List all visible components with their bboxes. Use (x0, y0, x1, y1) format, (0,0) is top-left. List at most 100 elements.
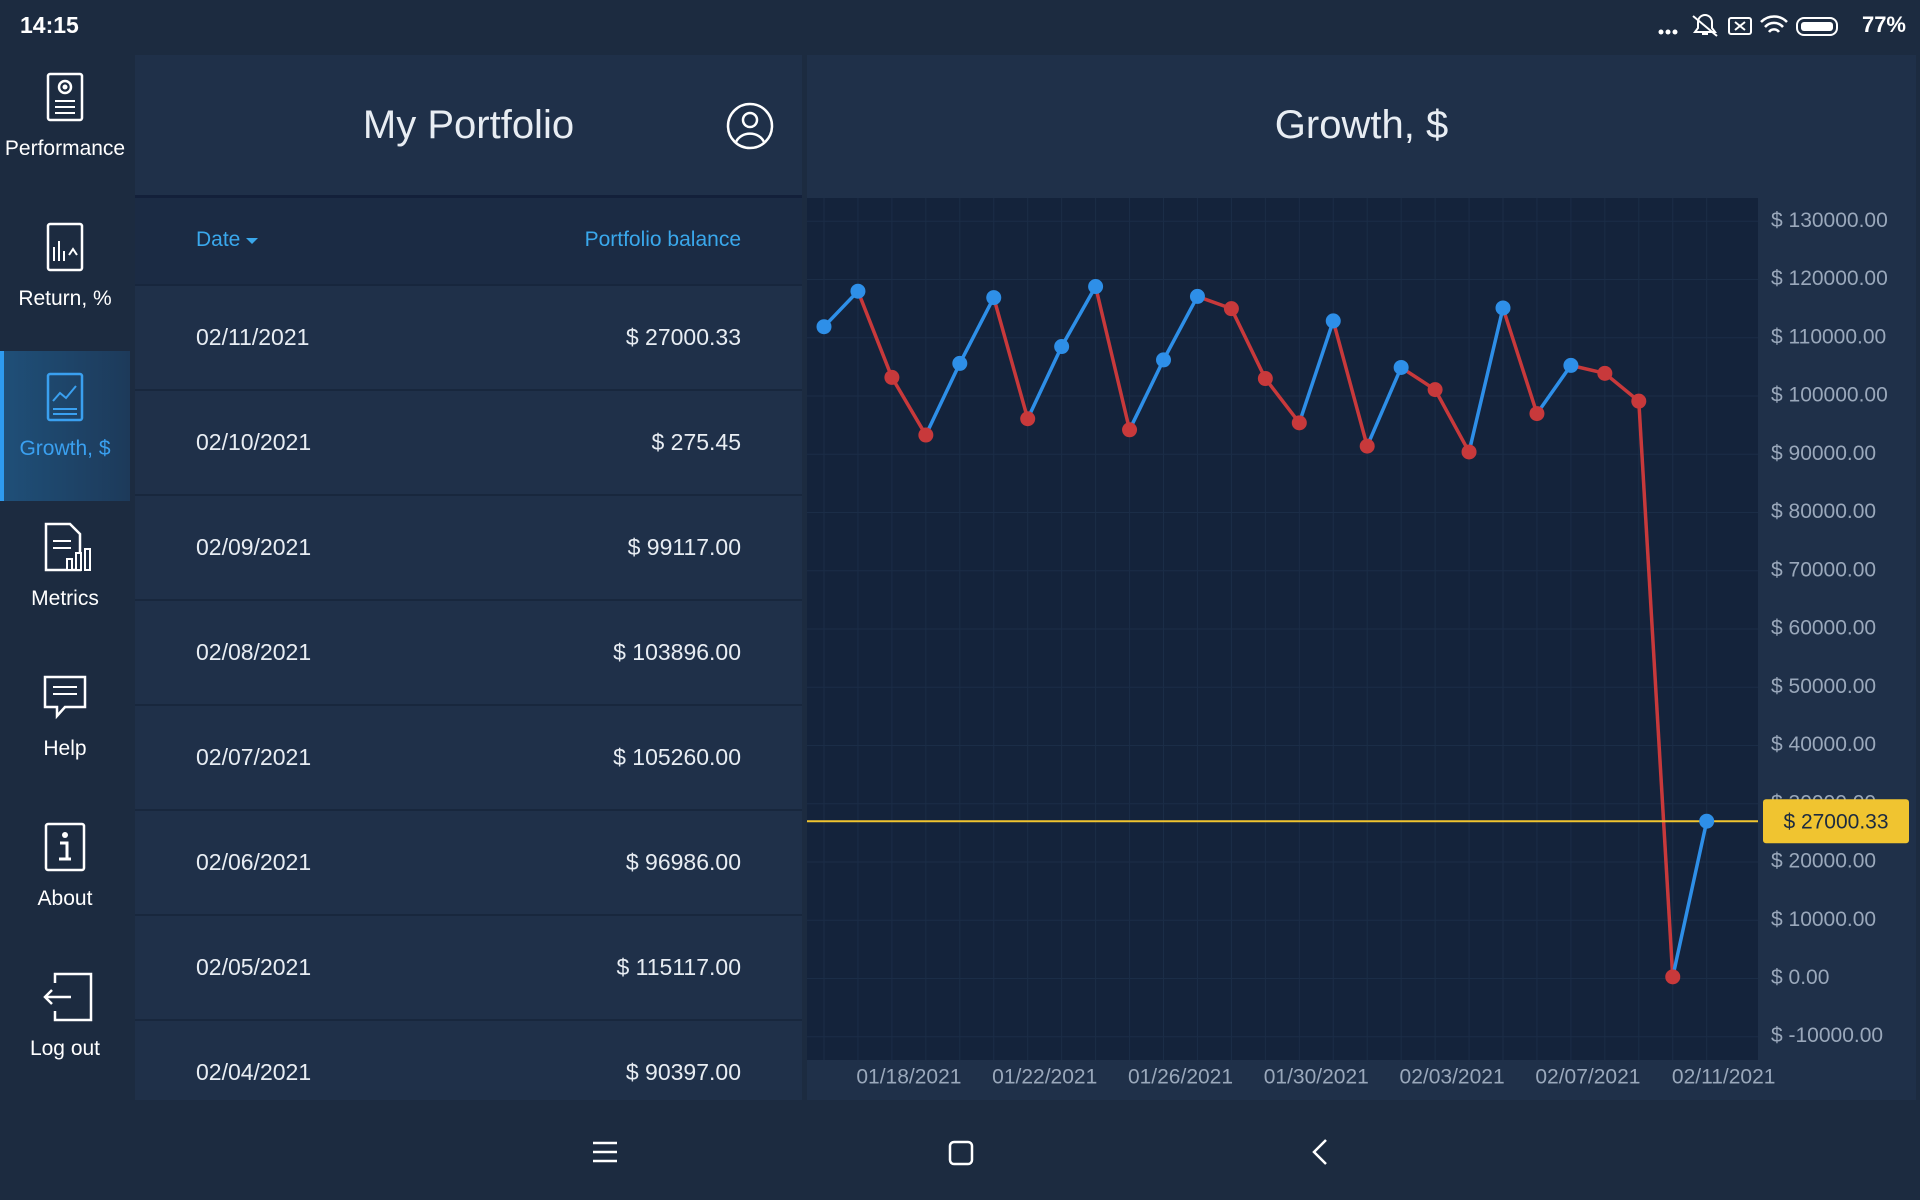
line-segment (1127, 359, 1166, 431)
date-cell: 02/09/2021 (196, 534, 312, 560)
data-point (884, 369, 900, 385)
data-point (918, 427, 934, 443)
balance-cell: $ 96986.00 (625, 849, 741, 875)
data-point (1122, 422, 1138, 438)
date-cell: 02/04/2021 (196, 1059, 312, 1085)
data-point (1699, 813, 1715, 829)
table-row[interactable]: 02/10/2021 $ 275.45 (135, 391, 802, 496)
data-point (1325, 313, 1341, 329)
date-cell: 02/07/2021 (196, 744, 312, 770)
line-segment (1026, 345, 1064, 420)
table-row[interactable]: 02/05/2021 $ 115117.00 (135, 916, 802, 1021)
data-point (1631, 393, 1647, 409)
line-segment (1365, 366, 1403, 447)
line-segment (1297, 320, 1335, 424)
icon (46, 222, 84, 272)
icon (43, 675, 87, 720)
y-tick-label: $ 50000.00 (1771, 675, 1876, 698)
line-segment (992, 297, 1030, 420)
icon (44, 522, 91, 572)
sort-arrow (246, 238, 258, 244)
table-row[interactable]: 02/07/2021 $ 105260.00 (135, 706, 802, 811)
profile-button[interactable] (725, 101, 775, 151)
status-icons (1658, 14, 1838, 37)
nav-item[interactable]: Help (0, 651, 130, 801)
data-point (850, 283, 866, 299)
data-point (952, 355, 968, 371)
y-tick-label: $ 90000.00 (1771, 442, 1876, 465)
y-tick-label: $ 120000.00 (1771, 267, 1888, 290)
current-value-label: $ 27000.33 (1783, 811, 1888, 834)
date-cell: 02/10/2021 (196, 429, 312, 455)
nav-label: Help (43, 737, 87, 760)
balance-cell: $ 105260.00 (613, 744, 741, 770)
line-segment (1433, 388, 1471, 453)
data-point (1597, 365, 1613, 381)
data-point (1291, 415, 1307, 431)
balance-cell: $ 90397.00 (625, 1059, 741, 1085)
data-point (1223, 301, 1239, 317)
y-tick-label: $ 60000.00 (1771, 617, 1876, 640)
table-row[interactable]: 02/09/2021 $ 99117.00 (135, 496, 802, 601)
y-tick-label: $ -10000.00 (1771, 1024, 1883, 1047)
line-segment (1467, 307, 1505, 453)
table-row[interactable]: 02/04/2021 $ 90397.00 (135, 1021, 802, 1100)
date-cell: 02/08/2021 (196, 639, 312, 665)
data-point (1088, 279, 1104, 295)
line-segment (1093, 286, 1132, 431)
y-tick-label: $ 80000.00 (1771, 500, 1876, 523)
battery-level: 77% (1861, 12, 1906, 37)
menu-button[interactable] (592, 1140, 618, 1164)
nav-item[interactable]: Performance (0, 51, 130, 201)
nav-label: About (37, 887, 93, 910)
line-segment (1331, 320, 1369, 447)
table-header: Date Portfolio balance (135, 198, 802, 286)
line-segment (1229, 307, 1267, 380)
nav-item-active[interactable]: Growth, $ (0, 351, 130, 501)
nav-label: Growth, $ (19, 437, 111, 460)
line-segment (1671, 820, 1709, 978)
portfolio-panel: My Portfolio Date Portfolio balance 02/1… (135, 55, 802, 1100)
line-segment (890, 376, 928, 436)
x-tick-label: 02/07/2021 (1535, 1066, 1640, 1089)
system-nav-bar (0, 1102, 1920, 1200)
y-tick-label: $ 10000.00 (1771, 908, 1876, 931)
y-tick-label: $ 110000.00 (1771, 325, 1886, 348)
nav-label: Return, % (18, 287, 112, 310)
line-segment (1637, 401, 1675, 977)
sidebar: Performance Return, % Growth, $ Metrics … (0, 51, 130, 1101)
y-tick-label: $ 20000.00 (1771, 850, 1876, 873)
balance-cell: $ 99117.00 (627, 534, 741, 560)
data-point (1529, 406, 1545, 422)
panel-header: My Portfolio (135, 55, 802, 198)
data-point (1427, 382, 1443, 398)
nav-label: Metrics (31, 587, 99, 610)
line-segment (1263, 377, 1301, 424)
table-row[interactable]: 02/06/2021 $ 96986.00 (135, 811, 802, 916)
home-button[interactable] (948, 1140, 974, 1166)
nav-item[interactable]: Metrics (0, 501, 130, 651)
data-point (1461, 444, 1477, 460)
back-button[interactable] (1310, 1138, 1330, 1166)
icon (44, 822, 86, 872)
nav-item[interactable]: Return, % (0, 201, 130, 351)
column-header[interactable]: Portfolio balance (584, 228, 741, 251)
clock: 14:15 (20, 12, 79, 38)
line-segment (1501, 307, 1539, 415)
line-segment (856, 290, 894, 379)
column-header[interactable]: Date (196, 228, 241, 251)
date-cell: 02/06/2021 (196, 849, 312, 875)
data-point (1359, 438, 1375, 454)
table-row[interactable]: 02/08/2021 $ 103896.00 (135, 601, 802, 706)
balance-cell: $ 275.45 (651, 429, 741, 455)
line-segment (924, 362, 962, 436)
nav-label: Performance (4, 137, 126, 160)
data-point (1156, 352, 1171, 368)
icon (46, 72, 84, 122)
table-row[interactable]: 02/11/2021 $ 27000.33 (135, 286, 802, 391)
y-tick-label: $ 40000.00 (1771, 733, 1876, 756)
nav-item[interactable]: Log out (0, 951, 130, 1101)
chart: $ -10000.00$ 0.00$ 10000.00$ 20000.00$ 3… (807, 198, 1909, 1089)
nav-item[interactable]: About (0, 801, 130, 951)
